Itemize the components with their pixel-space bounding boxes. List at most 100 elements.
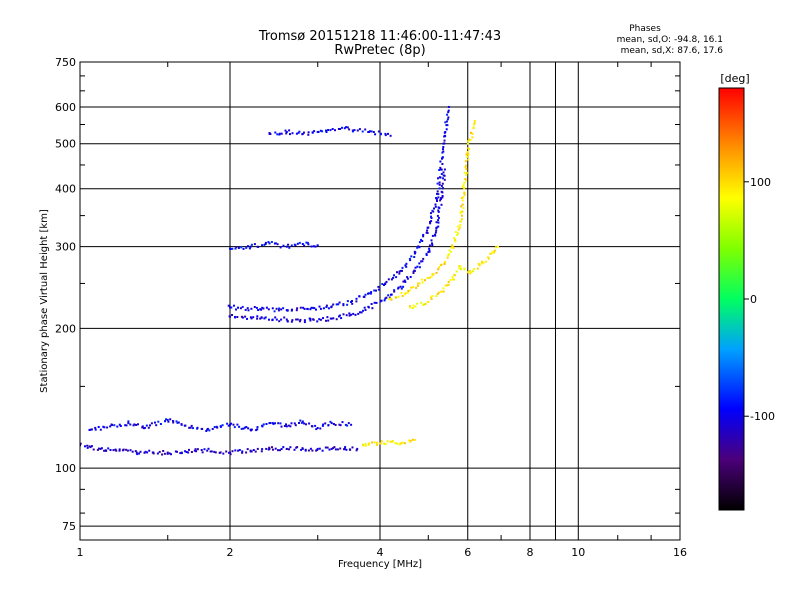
point-f-layer-o-mode [275,318,278,321]
point-f-layer-o-mode-upper- [267,308,270,311]
point-f-layer-o-mode [435,226,438,229]
point-f-layer-o-mode [256,315,259,318]
point-f-layer-o-mode-upper- [377,285,380,288]
point-f-layer-o-mode [418,262,421,265]
point-oblique-echo-300-km [314,245,317,248]
point-e-layer-o-mode [139,450,142,453]
point-f-layer-o-mode [441,182,444,185]
point-f-layer-o-mode-upper- [384,282,387,285]
point-f-layer-o-mode-upper- [375,289,377,292]
point-e-layer-o-mode-upper- [262,423,265,426]
point-f-layer-o-mode [352,312,355,315]
point-f-layer-o-mode-upper- [429,221,431,223]
point-oblique-echo-520-km [334,129,336,132]
point-oblique-echo-520-km [352,130,354,133]
point-f-layer-x-mode [470,131,472,134]
point-f-layer-o-mode-upper- [318,305,321,308]
x-tick-label: 1 [77,546,84,559]
x-tick-label: 6 [464,546,471,559]
point-oblique-echo-300-km [264,243,267,245]
point-f-layer-x-mode [465,168,468,171]
point-e-layer-o-mode [241,450,244,453]
point-e-layer-o-mode [126,449,129,452]
point-e-layer-o-mode-upper- [272,422,275,425]
point-oblique-echo-520-km [268,132,271,135]
y-axis-label: Stationary phase Virtual Height [km] [39,209,50,393]
point-oblique-echo-520-km [348,128,351,131]
point-f-layer-o-mode [303,321,306,324]
point-f-layer-x-mode-spread- [420,301,423,304]
point-e-layer-o-mode-upper- [166,418,169,421]
point-f-layer-x-mode-spread- [476,267,479,270]
point-e-layer-o-mode-upper- [287,424,290,427]
point-f-layer-x-mode [446,256,449,259]
point-f-layer-o-mode-upper- [436,200,438,202]
point-f-layer-o-mode-upper- [271,307,274,310]
point-f-layer-o-mode [318,318,321,321]
point-e-layer-o-mode-upper- [346,424,349,427]
colorbar-tick-label: 0 [750,293,757,306]
point-e-layer-o-mode [201,451,204,454]
point-f-layer-o-mode [260,316,263,319]
point-f-layer-o-mode [274,316,277,319]
point-e-layer-o-mode-upper- [332,423,335,425]
point-e-layer-o-mode-upper- [103,426,106,429]
point-e-layer-o-mode [203,448,206,451]
point-e-layer-o-mode [315,449,318,452]
point-oblique-echo-520-km [289,133,291,136]
point-e-layer-x-mode [375,443,378,446]
point-f-layer-o-mode [441,191,444,194]
point-f-layer-o-mode-upper- [418,246,421,249]
point-oblique-echo-520-km [276,133,279,136]
point-e-layer-o-mode [162,450,165,452]
point-e-layer-o-mode [268,447,271,450]
point-oblique-echo-520-km [307,131,310,134]
point-f-layer-o-mode [340,317,343,320]
point-oblique-echo-520-km [303,131,305,134]
point-f-layer-x-mode [421,278,423,281]
x-tick-label: 10 [571,546,585,559]
point-f-layer-x-mode [452,246,455,249]
point-f-layer-x-mode-spread- [436,293,439,295]
point-f-layer-o-mode [390,293,392,296]
phases-o-stats: mean, sd,O: -94.8, 16.1 [617,35,723,45]
chart-title: Tromsø 20151218 11:46:00-11:47:43 [258,29,501,44]
point-e-layer-o-mode-upper- [205,430,208,432]
point-f-layer-x-mode-spread- [491,250,494,253]
point-oblique-echo-300-km [253,243,256,246]
point-f-layer-o-mode-upper- [430,215,432,218]
point-oblique-echo-300-km [270,241,273,243]
point-f-layer-o-mode [359,311,361,314]
point-f-layer-o-mode-upper- [399,269,402,272]
point-e-layer-o-mode [328,448,331,451]
phases-x-stats: mean, sd,X: 87.6, 17.6 [621,46,724,56]
point-e-layer-o-mode [206,449,209,452]
point-oblique-echo-520-km [316,131,319,133]
point-e-layer-o-mode [148,449,151,452]
point-f-layer-o-mode [437,219,440,222]
point-f-layer-x-mode [468,138,471,141]
point-f-layer-x-mode [421,281,424,284]
point-f-layer-o-mode [326,316,329,319]
point-f-layer-o-mode-upper- [438,183,441,186]
point-e-layer-o-mode [174,450,177,453]
point-e-layer-x-mode [408,439,410,442]
point-f-layer-x-mode [462,183,465,186]
point-f-layer-x-mode-spread- [444,284,447,287]
point-f-layer-x-mode [451,244,454,247]
point-e-layer-o-mode [282,446,285,449]
point-f-layer-o-mode-upper- [436,190,439,193]
point-f-layer-x-mode [443,263,446,265]
point-f-layer-o-mode [375,301,378,304]
point-oblique-echo-520-km [284,129,287,132]
point-e-layer-o-mode [214,451,217,454]
point-e-layer-x-mode [373,441,376,444]
point-e-layer-o-mode [300,448,303,451]
point-f-layer-o-mode [350,313,353,316]
point-f-layer-o-mode [428,250,431,253]
point-e-layer-o-mode [96,448,99,451]
point-f-layer-x-mode [465,153,468,156]
point-e-layer-o-mode [271,446,273,449]
point-f-layer-o-mode-upper- [239,307,242,310]
point-e-layer-o-mode-upper- [338,423,341,426]
